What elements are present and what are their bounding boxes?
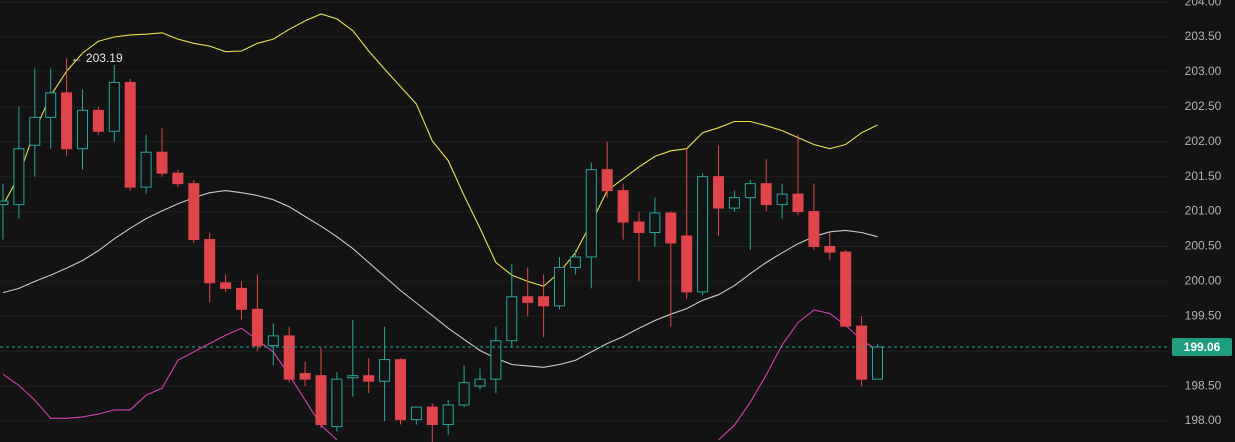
candle-body [697, 176, 709, 293]
candle-body [872, 346, 883, 380]
band-line [2, 13, 878, 287]
candle-body [395, 359, 406, 421]
y-tick-label: 202.00 [1185, 134, 1222, 148]
y-tick-label: 203.50 [1185, 29, 1222, 43]
candle-body [474, 378, 486, 387]
candle-body [617, 190, 629, 223]
y-tick-label: 199.50 [1185, 308, 1222, 322]
candle-body [601, 169, 613, 192]
candle-body [61, 92, 73, 150]
candle-body [744, 183, 756, 199]
candle-body [45, 92, 57, 118]
candle-body [283, 335, 295, 380]
candle-body [188, 183, 200, 241]
candle-body [792, 193, 804, 213]
candle-body [156, 151, 168, 174]
candle-body [824, 245, 836, 253]
y-tick-label: 203.00 [1185, 64, 1222, 78]
y-tick-label: 201.50 [1185, 169, 1222, 183]
band-line [2, 309, 878, 441]
candle-body [29, 116, 41, 146]
candle-body [315, 375, 327, 426]
y-tick-label: 201.00 [1185, 204, 1222, 218]
candle-body [363, 375, 375, 382]
candle-body [490, 340, 502, 380]
candle-body [760, 183, 772, 206]
band-line [2, 190, 878, 368]
candle-body [140, 151, 152, 188]
candle-body [124, 81, 136, 188]
candle-body [0, 200, 9, 206]
y-tick-label: 198.50 [1185, 378, 1222, 392]
candle-body [458, 382, 470, 406]
candle-body [713, 176, 724, 209]
candle-body [204, 239, 216, 284]
candle-body [92, 109, 104, 132]
high-annotation: ← 203.19 [71, 51, 123, 65]
candle-body [808, 211, 820, 247]
candle-body [347, 375, 359, 379]
candle-body [299, 373, 311, 380]
candle-body [77, 109, 88, 150]
candle-body [728, 197, 740, 209]
last-price-label: 199.06 [1184, 340, 1221, 354]
candle-body [569, 256, 581, 268]
candle-body [522, 296, 534, 303]
candle-body [585, 169, 597, 258]
y-tick-label: 200.00 [1185, 274, 1222, 288]
y-tick-label: 200.50 [1185, 239, 1222, 253]
candle-body [665, 212, 677, 244]
candle-body [267, 335, 279, 347]
candle-body [331, 378, 343, 428]
candle-body [840, 251, 852, 327]
candle-body [379, 359, 391, 382]
candle-body [236, 287, 247, 310]
candle-body [776, 193, 788, 206]
candle-body [633, 221, 645, 234]
candle-body [649, 212, 661, 234]
candle-body [410, 406, 422, 421]
candle-body [856, 325, 868, 380]
candle-body [538, 296, 550, 307]
y-tick-label: 204.00 [1185, 0, 1222, 8]
candle-body [13, 148, 25, 206]
candle-body [506, 296, 518, 342]
candle-body [554, 266, 565, 307]
candle-body [220, 282, 232, 289]
candle-body [172, 172, 184, 185]
y-tick-label: 198.00 [1185, 413, 1222, 427]
candle-body [251, 308, 263, 347]
candle-body [442, 404, 454, 426]
candle-body [681, 235, 693, 293]
y-tick-label: 202.50 [1185, 99, 1222, 113]
candle-body [108, 81, 120, 132]
last-price-box [1172, 338, 1232, 357]
candle-body [426, 406, 438, 426]
